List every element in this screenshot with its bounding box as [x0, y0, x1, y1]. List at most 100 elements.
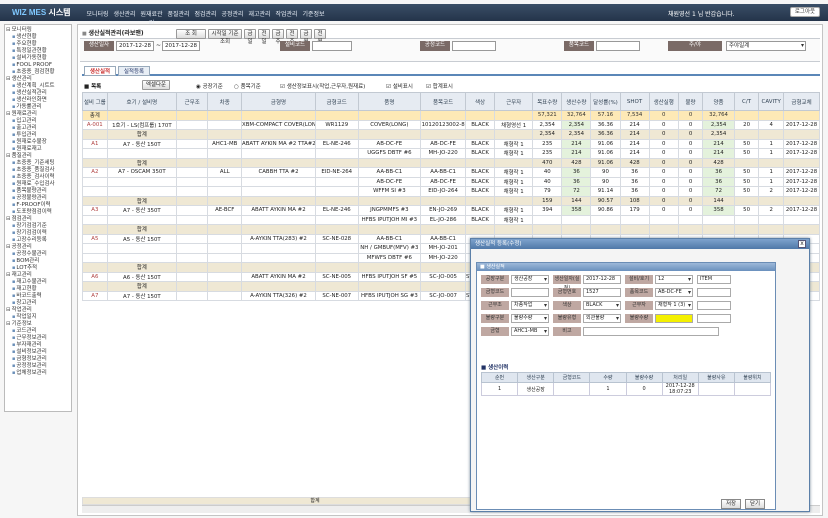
sidebar-item[interactable]: 공정수불관리 [6, 251, 70, 258]
sidebar-group[interactable]: 공정관리 [6, 244, 70, 251]
tab-production-results[interactable]: 생산실적 [84, 66, 116, 76]
table-row[interactable]: UGGFS DBTF #6 MH-JO-220 BLACK 채형작 1 235 214 91… [82, 148, 820, 159]
equip-code-input[interactable] [312, 41, 352, 51]
horizontal-scrollbar[interactable] [82, 505, 820, 513]
column-header[interactable]: CAVITY [758, 92, 785, 111]
subtotal-row[interactable]: 합계 [82, 224, 820, 235]
form-field[interactable]: ITEM [697, 275, 731, 284]
sidebar-item[interactable]: 금형정보관리 [6, 356, 70, 363]
checkbox-equipment[interactable]: ☑ 설비표시 [386, 84, 413, 90]
sidebar-item[interactable]: 원재료재고 [6, 146, 70, 153]
table-row[interactable]: AB-DC-FE AB-DC-FE BLACK 채형작 1 40 36 90 36 0 0 36 50… [82, 176, 820, 187]
sidebar-item[interactable]: F-PROOF이력 [6, 202, 70, 209]
date-from-input[interactable]: 2017-12-28 [116, 41, 154, 51]
column-header[interactable]: 색상 [465, 92, 496, 111]
sidebar-item[interactable]: 장기검검기준 [6, 223, 70, 230]
sidebar-item[interactable]: 공정불량관리 [6, 195, 70, 202]
excel-download-button[interactable]: 엑셀다운 [142, 80, 170, 90]
sidebar-item[interactable]: 도포량점검이력 [6, 209, 70, 216]
sidebar-item[interactable]: 재고수불관리 [6, 279, 70, 286]
radio-item-basis[interactable]: ○ 품목기준 [234, 84, 261, 90]
modal-close-icon[interactable]: x [798, 240, 806, 248]
table-row[interactable]: A-001 1호기 - LS(컴프룹) 170T XBM-COMPACT COVER… [82, 119, 820, 130]
sidebar-item[interactable]: 입고관리 [6, 118, 70, 125]
form-field[interactable]: 2017-12-28 [583, 275, 621, 284]
quick-date-button[interactable]: 시작일 기준 조회 [208, 29, 242, 45]
sidebar-item[interactable]: 바코드출력 [6, 293, 70, 300]
sidebar-item[interactable]: 초중종_품질검사 [6, 167, 70, 174]
sidebar-item[interactable]: 생산실적관리 [6, 90, 70, 97]
sidebar-item[interactable]: 부자재관리 [6, 342, 70, 349]
form-field[interactable]: 12 [655, 275, 693, 284]
top-menu-item[interactable]: 재고관리 [248, 11, 271, 18]
column-header[interactable]: 설비 그룹 [82, 92, 108, 111]
top-menu-item[interactable]: 공정관리 [221, 11, 244, 18]
sidebar-item[interactable]: 특정일관현황 [6, 48, 70, 55]
sidebar-group[interactable]: 점검관리 [6, 216, 70, 223]
subtotal-row[interactable]: 합계 2,354 2,354 36.36 214 0 0 2,354 [82, 129, 820, 140]
form-field[interactable]: 외관불량 [583, 314, 621, 323]
column-header[interactable]: C/T [733, 92, 760, 111]
column-header[interactable]: 품명 [357, 92, 422, 111]
sidebar-item[interactable]: 장기검검이력 [6, 230, 70, 237]
table-row[interactable]: WFFM SI #3 EID-JO-264 BLACK 채형작 1 79 72 91.14 3… [82, 186, 820, 197]
grand-total-row[interactable]: 총계 57,321 32,764 57.16 7,534 0 0 32,764 [82, 110, 820, 121]
column-header[interactable]: 생산실행 [648, 92, 679, 111]
tab-results-register[interactable]: 실적등록 [118, 66, 150, 76]
sidebar-group[interactable]: 생산관리 [6, 76, 70, 83]
column-header[interactable]: 품목코드 [420, 92, 467, 111]
form-field[interactable] [697, 314, 731, 323]
radio-factory-basis[interactable]: ◉ 공장기준 [196, 84, 223, 90]
sidebar-item[interactable]: 생산라인화면 [6, 97, 70, 104]
table-row[interactable]: A2 A7 - OSCAM 350T ALL CABBH TTA #2 EID-NE-2… [82, 167, 820, 178]
form-field[interactable] [697, 288, 731, 297]
sidebar-item[interactable]: 초중종_점검현황 [6, 69, 70, 76]
form-field[interactable]: BLACK [583, 301, 621, 310]
top-menu-item[interactable]: 점검관리 [194, 11, 217, 18]
sidebar-item[interactable]: 업체정보관리 [6, 370, 70, 377]
sidebar-item[interactable]: 설비가동현황 [6, 55, 70, 62]
sidebar-item[interactable]: 코드관리 [6, 328, 70, 335]
form-field[interactable]: 1527 [583, 288, 621, 297]
sidebar-group[interactable]: 모니터링 [6, 27, 70, 34]
form-field[interactable] [511, 288, 549, 297]
sidebar-item[interactable]: 재고현황 [6, 286, 70, 293]
brand-logo[interactable]: WIZ MES 시스템 [12, 8, 71, 17]
sidebar-item[interactable]: 설비정보관리 [6, 349, 70, 356]
column-header[interactable]: 달성률(%) [590, 92, 621, 111]
checkbox-production-info[interactable]: ☑ 생산정보표시(작업,근무자,원재료) [280, 84, 366, 90]
form-field[interactable] [697, 301, 731, 310]
column-header[interactable]: SHOT [619, 92, 650, 111]
table-row[interactable]: A1 A7 - 동산 150T AHC1-MB ABATT AYKIN MA #2 T… [82, 138, 820, 149]
sidebar-item[interactable]: 품목불량관리 [6, 188, 70, 195]
process-code-input[interactable] [452, 41, 496, 51]
column-header[interactable]: 양품 [702, 92, 735, 111]
save-button[interactable]: 저장 [721, 499, 741, 509]
sidebar-item[interactable]: 작업일지 [6, 314, 70, 321]
quick-date-button[interactable]: 전주 [286, 29, 298, 45]
column-header[interactable]: 금형명 [241, 92, 316, 111]
sidebar-item[interactable]: 고장수리등록 [6, 237, 70, 244]
shift-select[interactable]: 주야일계 [726, 41, 806, 51]
form-field[interactable]: 채형작 1 (3) [655, 301, 693, 310]
sidebar-item[interactable]: 근무정보관리 [6, 335, 70, 342]
column-header[interactable]: 목표수량 [532, 92, 563, 111]
column-header[interactable]: 금형코드 [314, 92, 359, 111]
close-button[interactable]: 닫기 [745, 499, 765, 509]
table-row[interactable]: HFBS IPUTJOH MI #3 EL-JO-286 BLACK 채형작 1 [82, 214, 820, 225]
history-row[interactable]: 1 생산공장 1 0 2017-12-28 18:07:23 [480, 382, 772, 396]
quick-date-button[interactable]: 전월 [314, 29, 326, 45]
item-code-input[interactable] [596, 41, 640, 51]
subtotal-row[interactable]: 합계 470 428 91.06 428 0 0 428 [82, 157, 820, 168]
sidebar-item[interactable]: 원재료수불장 [6, 139, 70, 146]
form-field[interactable] [655, 314, 693, 323]
checkbox-totals[interactable]: ☑ 합계표시 [426, 84, 453, 90]
sidebar-group[interactable]: 품질관리 [6, 153, 70, 160]
form-field[interactable] [583, 327, 719, 336]
logout-button[interactable]: 로그아웃 [790, 7, 820, 17]
sidebar-group[interactable]: 재고관리 [6, 272, 70, 279]
column-header[interactable]: 차종 [207, 92, 243, 111]
sidebar-group[interactable]: 원재료관리 [6, 111, 70, 118]
sidebar-item[interactable]: LOT추적 [6, 265, 70, 272]
date-to-input[interactable]: 2017-12-28 [162, 41, 200, 51]
